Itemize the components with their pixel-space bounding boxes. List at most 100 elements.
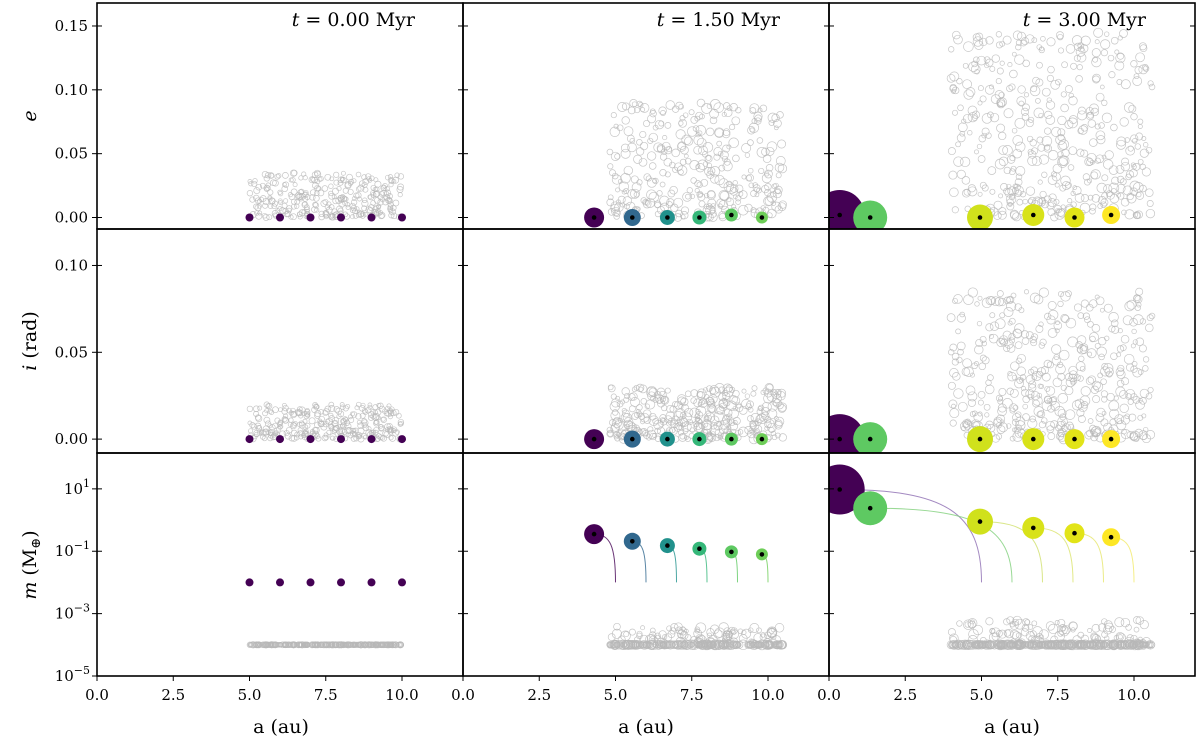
planetesimal-point (355, 171, 362, 178)
planet-core (697, 436, 702, 442)
planetesimal-point (1022, 413, 1030, 421)
planetesimal-point (639, 634, 649, 644)
planetesimal-point (747, 126, 756, 135)
planetesimal-point (328, 192, 336, 200)
planet-core (1031, 436, 1036, 442)
planetesimal-point (1116, 183, 1126, 194)
planetesimal-point (699, 399, 705, 406)
planetesimal-point (706, 632, 713, 638)
planetesimal-point (1016, 198, 1024, 206)
planet-marker (367, 435, 376, 444)
planetesimal-point (1120, 429, 1131, 440)
planetesimal-point (996, 123, 1006, 133)
planetesimal-point (1099, 84, 1105, 90)
planet-core (630, 215, 635, 220)
planetesimal-point (1125, 393, 1132, 400)
planetesimal-point (975, 338, 984, 347)
planetesimal-point (358, 405, 366, 412)
planetesimal-point (1080, 149, 1089, 158)
planetesimal-point (1101, 631, 1109, 639)
planetesimal-point (678, 169, 684, 175)
planetesimal-point (620, 148, 631, 159)
planetesimal-point (654, 427, 661, 435)
planetesimal-point (606, 198, 615, 207)
ylabel-i: i (rad) (19, 311, 41, 371)
planetesimal-point (995, 422, 1002, 429)
planet-core (630, 539, 635, 544)
planetesimal-point (1000, 640, 1008, 649)
planetesimal-point (948, 349, 955, 356)
planetesimal-point (390, 409, 397, 417)
planetesimal-point (1131, 164, 1137, 170)
planetesimal-point (1126, 299, 1137, 310)
planetesimal-point (390, 426, 398, 433)
planetesimal-point (627, 393, 636, 401)
planetesimal-point (702, 387, 709, 393)
xlabel-col-3: a (au) (984, 716, 1040, 738)
planetesimal-point (264, 420, 272, 427)
panel-1-i (245, 401, 406, 444)
planetesimal-point (1115, 165, 1125, 174)
planetesimal-point (640, 197, 648, 204)
planetesimal-point (361, 641, 368, 648)
planetesimal-point (1028, 150, 1037, 159)
planetesimal-point (1119, 403, 1129, 413)
planetesimal-point (717, 150, 724, 157)
planetesimal-point (1094, 123, 1101, 130)
planetesimal-point (372, 429, 379, 436)
planetesimal-point (318, 641, 325, 648)
planetesimal-point (987, 166, 997, 175)
planetesimal-point (669, 185, 678, 195)
planetesimal-point (946, 73, 956, 83)
planetesimal-point (976, 640, 983, 646)
planetesimal-point (624, 393, 630, 399)
panel-frame (828, 452, 1196, 677)
planetesimal-point (631, 182, 642, 193)
planetesimal-point (675, 209, 683, 218)
planetesimal-point (1055, 320, 1060, 326)
planetesimal-point (1050, 420, 1059, 429)
planetesimal-point (386, 403, 392, 409)
planetesimal-point (684, 157, 692, 165)
planetesimal-point (1065, 640, 1076, 650)
planetesimal-point (277, 198, 283, 204)
planetesimal-point (991, 434, 1000, 443)
planetesimal-point (1051, 344, 1062, 355)
planetesimal-point (645, 434, 652, 441)
planetesimal-point (1015, 44, 1022, 51)
planetesimal-point (745, 174, 752, 182)
planetesimal-point (622, 412, 633, 423)
planetesimal-point (251, 423, 258, 430)
planetesimal-point (326, 429, 332, 435)
planetesimal-point (1119, 178, 1127, 185)
planetesimal-point (722, 161, 733, 172)
planetesimal-point (705, 205, 716, 216)
planetesimal-point (380, 197, 386, 203)
planetesimal-point (1060, 103, 1069, 113)
planetesimal-point (338, 427, 346, 435)
planetesimal-point (1007, 62, 1013, 68)
planetesimal-point (267, 189, 274, 196)
planetesimal-point (1020, 107, 1029, 116)
planetesimal-point (1028, 116, 1035, 123)
planetesimal-point (765, 383, 774, 392)
planetesimal-point (1091, 194, 1101, 203)
planetesimal-point (710, 203, 716, 209)
planetesimal-point (1090, 171, 1099, 180)
planetesimal-point (967, 639, 978, 650)
planetesimal-point (1076, 64, 1083, 71)
planetesimal-point (985, 323, 994, 332)
planetesimal-point (1054, 406, 1065, 417)
planetesimal-point (607, 384, 614, 391)
planetesimal-point (629, 138, 636, 144)
planetesimal-point (1068, 621, 1078, 631)
planetesimal-point (1077, 110, 1087, 121)
planetesimal-point (1045, 386, 1056, 396)
planetesimal-point (987, 641, 994, 649)
planetesimal-point (957, 348, 964, 356)
planetesimal-point (1141, 413, 1147, 419)
planetesimal-point (1120, 415, 1131, 425)
planetesimal-point (613, 209, 621, 217)
planetesimal-point (983, 403, 991, 411)
planetesimal-point (1046, 201, 1055, 210)
